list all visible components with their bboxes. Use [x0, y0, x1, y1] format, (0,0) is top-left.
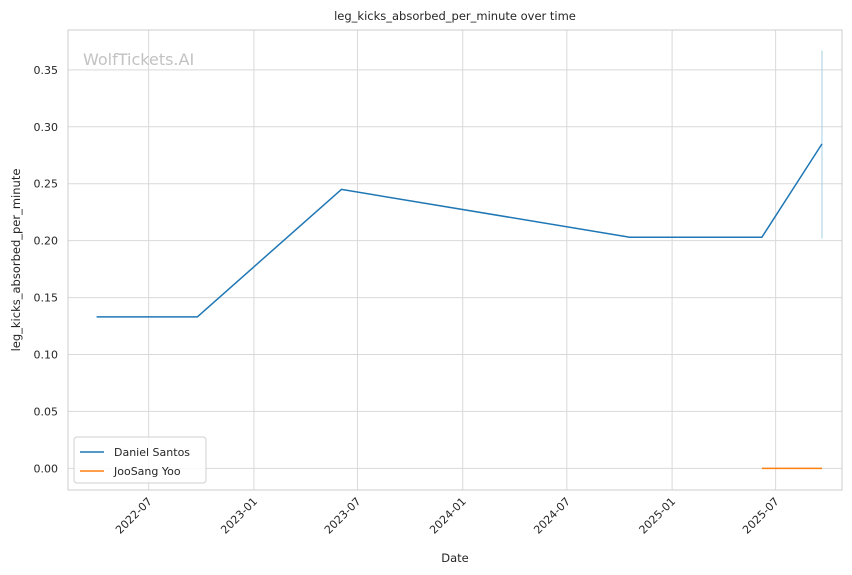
legend: Daniel Santos JooSang Yoo — [73, 436, 207, 484]
series-layer — [96, 50, 823, 470]
y-tick-label: 0.10 — [34, 349, 59, 362]
y-axis-ticks: 0.00 0.05 0.10 0.15 0.20 0.25 0.30 0.35 — [34, 64, 59, 476]
y-axis-label: leg_kicks_absorbed_per_minute — [9, 169, 23, 352]
y-tick-label: 0.15 — [34, 292, 59, 305]
x-axis-label: Date — [441, 551, 469, 565]
grid-lines — [68, 30, 842, 490]
y-tick-label: 0.30 — [34, 121, 59, 134]
legend-box — [73, 436, 207, 484]
legend-label-joosang-yoo: JooSang Yoo — [113, 465, 181, 478]
watermark-logo: WolfTickets.AI — [83, 50, 194, 69]
y-tick-label: 0.00 — [34, 462, 59, 475]
y-tick-label: 0.35 — [34, 64, 59, 77]
y-tick-label: 0.25 — [34, 178, 59, 191]
legend-label-daniel-santos: Daniel Santos — [114, 446, 190, 459]
y-tick-label: 0.20 — [34, 235, 59, 248]
plot-frame — [67, 29, 843, 491]
chart-title: leg_kicks_absorbed_per_minute over time — [334, 9, 576, 23]
series-line-0 — [96, 143, 823, 318]
y-tick-label: 0.05 — [34, 405, 59, 418]
